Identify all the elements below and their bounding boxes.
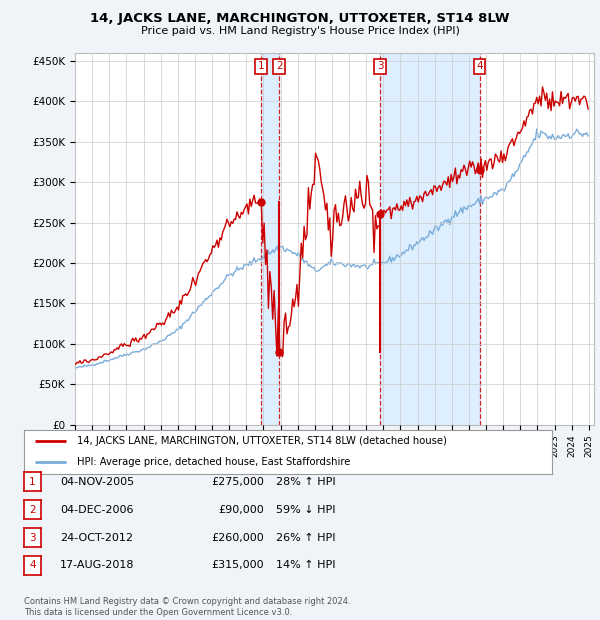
Text: 3: 3 xyxy=(377,61,383,71)
Text: 26% ↑ HPI: 26% ↑ HPI xyxy=(276,533,335,542)
Text: 4: 4 xyxy=(476,61,483,71)
Text: 04-NOV-2005: 04-NOV-2005 xyxy=(60,477,134,487)
Text: 59% ↓ HPI: 59% ↓ HPI xyxy=(276,505,335,515)
Text: Contains HM Land Registry data © Crown copyright and database right 2024.
This d: Contains HM Land Registry data © Crown c… xyxy=(24,598,350,617)
Text: 2: 2 xyxy=(29,505,36,515)
Text: 3: 3 xyxy=(29,533,36,542)
Text: 04-DEC-2006: 04-DEC-2006 xyxy=(60,505,133,515)
Text: £315,000: £315,000 xyxy=(211,560,264,570)
Bar xyxy=(260,53,279,425)
Text: £260,000: £260,000 xyxy=(211,533,264,542)
Text: £90,000: £90,000 xyxy=(218,505,264,515)
Text: 1: 1 xyxy=(257,61,264,71)
Text: 1: 1 xyxy=(29,477,36,487)
Text: Price paid vs. HM Land Registry's House Price Index (HPI): Price paid vs. HM Land Registry's House … xyxy=(140,26,460,36)
Text: £275,000: £275,000 xyxy=(211,477,264,487)
Text: 14, JACKS LANE, MARCHINGTON, UTTOXETER, ST14 8LW: 14, JACKS LANE, MARCHINGTON, UTTOXETER, … xyxy=(90,12,510,25)
Text: 2: 2 xyxy=(276,61,283,71)
Text: 24-OCT-2012: 24-OCT-2012 xyxy=(60,533,133,542)
Text: 4: 4 xyxy=(29,560,36,570)
Text: HPI: Average price, detached house, East Staffordshire: HPI: Average price, detached house, East… xyxy=(77,457,350,467)
Text: 14% ↑ HPI: 14% ↑ HPI xyxy=(276,560,335,570)
Text: 17-AUG-2018: 17-AUG-2018 xyxy=(60,560,134,570)
Bar xyxy=(380,53,479,425)
Text: 28% ↑ HPI: 28% ↑ HPI xyxy=(276,477,335,487)
Text: 14, JACKS LANE, MARCHINGTON, UTTOXETER, ST14 8LW (detached house): 14, JACKS LANE, MARCHINGTON, UTTOXETER, … xyxy=(77,436,446,446)
